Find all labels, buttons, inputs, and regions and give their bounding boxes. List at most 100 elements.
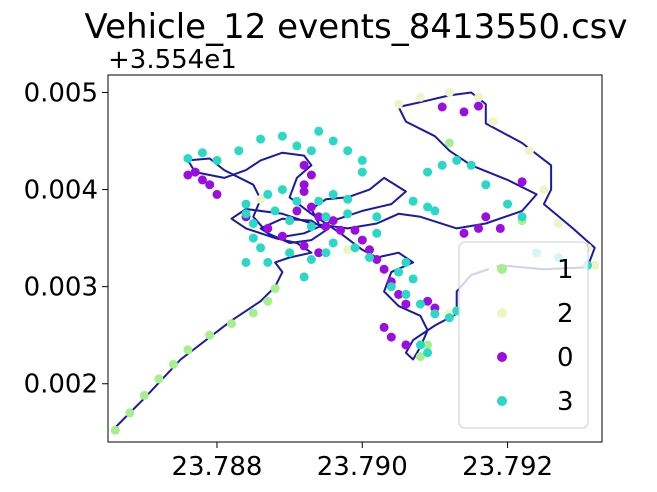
point-series-3	[270, 206, 280, 216]
point-series-3	[277, 131, 287, 141]
x-tick-label: 23.788	[171, 452, 262, 482]
legend-label-1: 1	[557, 255, 574, 285]
legend-label-3: 3	[557, 387, 574, 417]
y-tick-label: 0.003	[24, 273, 98, 303]
point-series-1	[423, 340, 433, 350]
point-series-3	[306, 222, 316, 231]
point-series-0	[365, 245, 374, 255]
point-series-3	[306, 255, 316, 264]
point-series-3	[292, 196, 302, 206]
point-series-3	[328, 189, 338, 199]
point-series-3	[285, 248, 295, 258]
y-offset-label: +3.554e1	[108, 45, 237, 75]
point-series-0	[459, 228, 469, 238]
point-series-1	[139, 390, 149, 400]
point-series-2	[474, 92, 483, 102]
point-series-2	[415, 92, 425, 102]
y-tick-label: 0.002	[24, 370, 98, 400]
point-series-0	[299, 187, 309, 196]
point-series-0	[205, 180, 215, 190]
point-series-3	[481, 180, 491, 190]
point-series-0	[357, 235, 367, 245]
point-series-0	[401, 340, 411, 350]
point-series-0	[474, 223, 483, 233]
point-series-3	[256, 134, 266, 144]
point-series-3	[357, 167, 367, 177]
point-series-0	[277, 231, 287, 241]
point-series-0	[306, 170, 316, 180]
point-series-3	[314, 196, 324, 206]
point-series-0	[495, 223, 505, 233]
x-axis: 23.788 23.790 23.792	[171, 442, 553, 482]
point-series-0	[350, 225, 360, 235]
point-series-3	[248, 219, 258, 228]
point-series-0	[336, 225, 345, 235]
legend-label-2: 2	[557, 299, 574, 329]
point-series-1	[205, 330, 215, 340]
point-series-3	[423, 202, 433, 212]
route-line	[114, 91, 596, 429]
point-series-1	[227, 319, 236, 329]
point-series-2	[524, 146, 534, 156]
point-series-1	[248, 308, 258, 318]
point-series-3	[183, 154, 193, 163]
point-series-0	[481, 212, 491, 222]
point-series-3	[234, 146, 244, 156]
series-0	[183, 101, 527, 350]
point-series-0	[190, 167, 200, 177]
point-series-2	[444, 88, 454, 97]
point-series-2	[539, 185, 549, 195]
point-series-1	[168, 359, 178, 369]
point-series-3	[248, 233, 258, 243]
point-series-0	[299, 241, 309, 251]
point-series-3	[444, 313, 454, 323]
point-series-3	[263, 257, 273, 267]
point-series-0	[459, 107, 469, 117]
point-series-0	[328, 216, 338, 226]
point-series-3	[452, 155, 462, 165]
point-series-0	[386, 332, 396, 342]
point-series-1	[183, 345, 193, 355]
point-series-1	[263, 296, 273, 306]
point-series-3	[466, 160, 476, 170]
point-series-3	[394, 267, 404, 277]
point-series-3	[263, 189, 273, 199]
point-series-0	[299, 180, 309, 190]
point-series-3	[401, 257, 411, 267]
point-series-0	[379, 322, 389, 332]
point-series-3	[372, 212, 382, 222]
legend-box	[458, 241, 589, 429]
point-series-3	[357, 155, 367, 165]
legend: 1 2 0 3	[458, 241, 589, 429]
point-series-3	[517, 212, 527, 222]
point-series-1	[444, 138, 454, 148]
point-series-3	[306, 146, 316, 156]
point-series-0	[474, 101, 483, 111]
point-series-2	[256, 194, 266, 204]
chart-title: Vehicle_12 events_8413550.csv	[85, 7, 628, 47]
y-tick-label: 0.005	[24, 78, 98, 108]
point-series-3	[343, 209, 353, 219]
point-series-2	[343, 245, 353, 255]
point-series-0	[197, 175, 207, 185]
point-series-0	[292, 206, 302, 216]
point-series-3	[365, 253, 374, 262]
y-axis: 0.002 0.003 0.004 0.005	[24, 78, 108, 400]
point-series-1	[125, 408, 135, 418]
point-series-0	[423, 296, 433, 306]
point-series-3	[386, 282, 396, 292]
point-series-0	[299, 160, 309, 170]
point-series-0	[437, 102, 447, 112]
legend-marker-0	[497, 352, 507, 362]
legend-label-0: 0	[557, 343, 574, 373]
point-series-3	[423, 348, 433, 358]
point-series-3	[285, 216, 295, 226]
point-series-3	[343, 146, 353, 156]
point-series-3	[321, 212, 331, 222]
x-tick-label: 23.790	[317, 452, 408, 482]
point-series-0	[183, 170, 193, 180]
point-series-2	[488, 117, 498, 127]
point-series-0	[394, 289, 404, 299]
point-series-0	[212, 189, 222, 199]
